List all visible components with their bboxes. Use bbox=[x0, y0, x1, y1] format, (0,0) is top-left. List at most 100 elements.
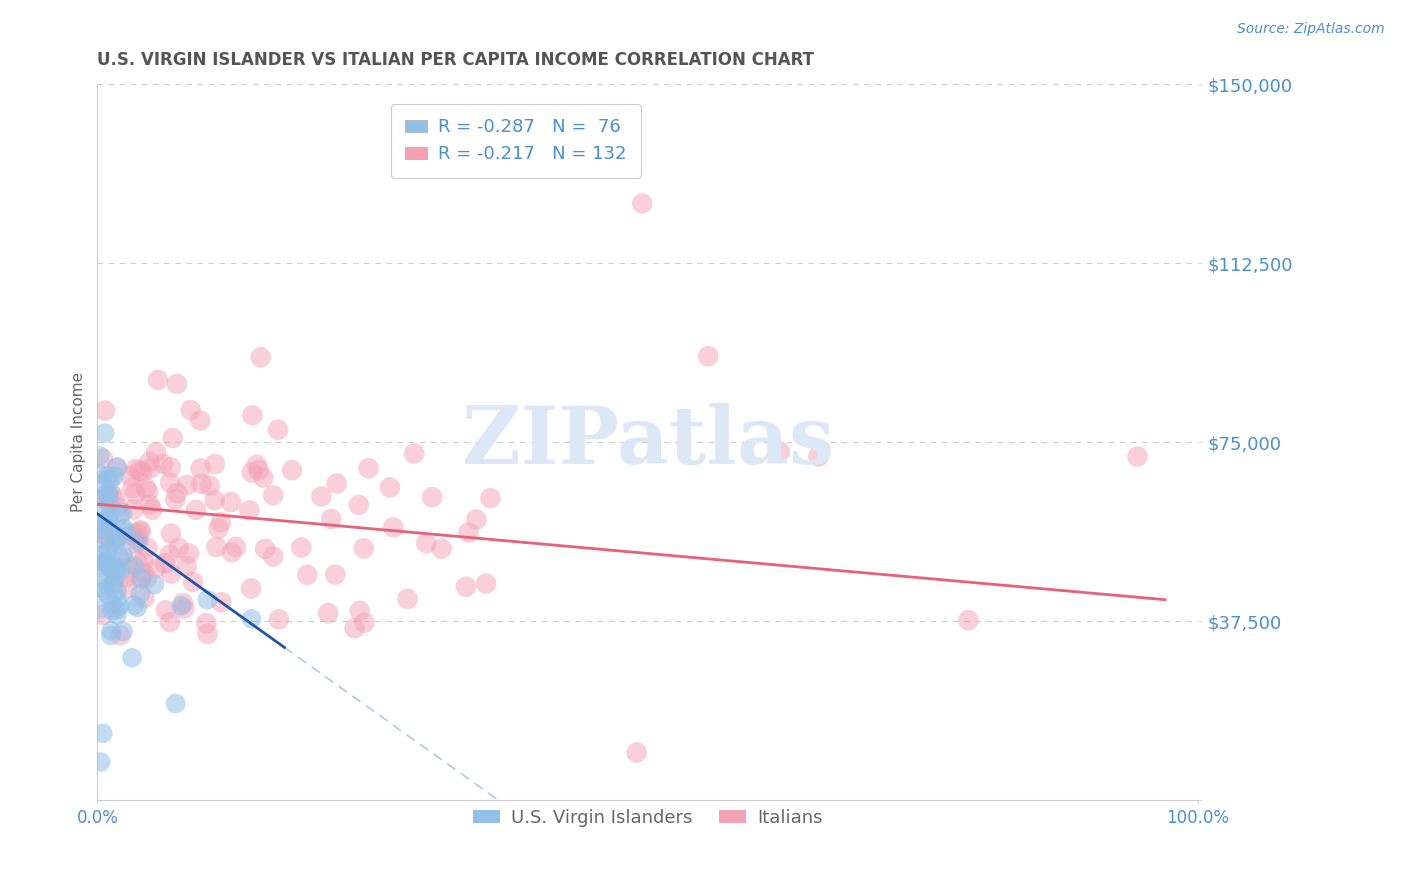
Point bbox=[87, 477, 110, 491]
Text: ZIPatlas: ZIPatlas bbox=[461, 403, 834, 481]
Point bbox=[132, 554, 155, 568]
Point bbox=[127, 600, 149, 615]
Point bbox=[475, 576, 498, 591]
Point bbox=[349, 604, 371, 618]
Point bbox=[97, 472, 120, 486]
Point bbox=[316, 606, 339, 620]
Point bbox=[135, 481, 157, 495]
Point bbox=[242, 409, 264, 423]
Point bbox=[262, 549, 284, 564]
Point bbox=[769, 444, 792, 458]
Point bbox=[97, 514, 120, 528]
Point bbox=[136, 484, 159, 499]
Point bbox=[204, 493, 226, 508]
Point bbox=[267, 612, 290, 626]
Point bbox=[1126, 450, 1149, 464]
Point bbox=[246, 458, 269, 472]
Point bbox=[100, 628, 122, 642]
Point bbox=[136, 541, 159, 555]
Point bbox=[101, 603, 124, 617]
Point bbox=[94, 491, 117, 505]
Point bbox=[176, 559, 198, 574]
Point bbox=[262, 488, 284, 502]
Point bbox=[121, 481, 143, 495]
Point bbox=[357, 461, 380, 475]
Point bbox=[105, 563, 128, 577]
Point bbox=[104, 560, 127, 574]
Point bbox=[321, 512, 343, 526]
Point bbox=[165, 697, 187, 711]
Point bbox=[167, 541, 190, 555]
Point bbox=[89, 516, 111, 531]
Point bbox=[97, 487, 120, 501]
Point bbox=[94, 556, 117, 570]
Point bbox=[347, 498, 370, 512]
Point bbox=[93, 505, 115, 519]
Point bbox=[479, 491, 502, 505]
Point bbox=[290, 541, 312, 555]
Point bbox=[101, 597, 124, 611]
Point bbox=[105, 584, 128, 599]
Point bbox=[162, 431, 184, 445]
Point bbox=[94, 528, 117, 542]
Point bbox=[180, 403, 202, 417]
Point bbox=[122, 598, 145, 612]
Point bbox=[122, 502, 145, 516]
Point bbox=[172, 596, 194, 610]
Text: U.S. VIRGIN ISLANDER VS ITALIAN PER CAPITA INCOME CORRELATION CHART: U.S. VIRGIN ISLANDER VS ITALIAN PER CAPI… bbox=[97, 51, 814, 69]
Point bbox=[176, 478, 198, 492]
Point bbox=[221, 545, 243, 559]
Point bbox=[101, 576, 124, 591]
Point bbox=[420, 490, 443, 504]
Point bbox=[115, 570, 138, 584]
Point bbox=[378, 480, 401, 494]
Point bbox=[129, 572, 152, 586]
Point bbox=[153, 557, 176, 571]
Point bbox=[108, 564, 131, 578]
Point bbox=[93, 517, 115, 532]
Point bbox=[173, 601, 195, 615]
Point bbox=[198, 478, 221, 492]
Point bbox=[100, 487, 122, 501]
Point bbox=[89, 449, 111, 463]
Point bbox=[108, 531, 131, 545]
Point bbox=[146, 373, 169, 387]
Point bbox=[108, 599, 131, 614]
Point bbox=[100, 624, 122, 638]
Point bbox=[105, 603, 128, 617]
Point bbox=[209, 595, 232, 609]
Point bbox=[100, 500, 122, 514]
Point bbox=[138, 455, 160, 469]
Point bbox=[101, 569, 124, 583]
Point bbox=[454, 580, 477, 594]
Point bbox=[170, 599, 193, 613]
Point bbox=[240, 612, 263, 626]
Point bbox=[104, 533, 127, 548]
Point bbox=[404, 446, 426, 460]
Point bbox=[138, 498, 160, 512]
Point bbox=[143, 577, 166, 591]
Point bbox=[195, 616, 218, 631]
Point bbox=[219, 495, 242, 509]
Point bbox=[166, 376, 188, 391]
Point bbox=[129, 523, 152, 537]
Point bbox=[100, 535, 122, 549]
Point bbox=[159, 460, 181, 475]
Point bbox=[127, 554, 149, 568]
Point bbox=[177, 546, 200, 560]
Point bbox=[209, 515, 232, 529]
Point bbox=[281, 463, 304, 477]
Point bbox=[90, 548, 112, 562]
Point bbox=[91, 451, 114, 466]
Point bbox=[184, 503, 207, 517]
Point bbox=[159, 615, 181, 629]
Point bbox=[105, 461, 128, 475]
Point bbox=[97, 588, 120, 602]
Point bbox=[141, 502, 163, 516]
Point bbox=[120, 528, 142, 542]
Point bbox=[343, 621, 366, 635]
Point bbox=[115, 525, 138, 540]
Point bbox=[129, 587, 152, 601]
Point bbox=[91, 523, 114, 537]
Point bbox=[353, 615, 375, 630]
